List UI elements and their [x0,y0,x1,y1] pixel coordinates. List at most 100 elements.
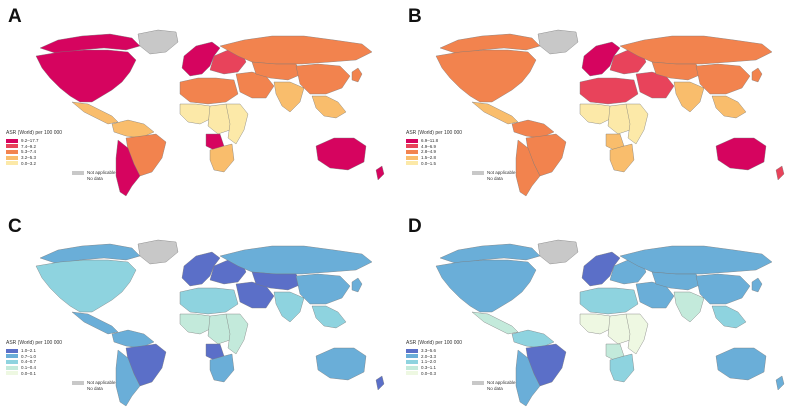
region-centralAsia [251,61,303,81]
legend-label: 2.8–4.9 [421,149,437,155]
region-westAfrica [179,103,213,125]
no-data-swatch [72,176,84,181]
legend-swatch [406,155,418,160]
not-applicable-label: Not applicable [87,380,116,386]
region-middleEast [235,281,275,309]
no-data-swatch [472,386,484,391]
legend-label: 1.5–2.8 [421,155,437,161]
world-map [30,28,392,198]
region-southAfrica [209,353,235,383]
legend-label: 7.4–9.2 [21,143,37,149]
region-southAmericaNorth [111,329,155,349]
region-middleEast [235,71,275,99]
region-southeastAsia [311,305,347,329]
map-panel-c: C ASR (World) per 100 000 1.0–2.1 0.7–1.0… [0,210,400,419]
region-japan [751,67,763,83]
legend-item: 0.3–1.1 [406,365,556,371]
region-southAsia [273,291,305,323]
legend-swatch [406,138,418,143]
region-centralAmerica [71,311,119,335]
region-japan [351,67,363,83]
region-china [295,273,351,305]
legend-swatch [406,161,418,166]
legend-label: 3.3–5.6 [421,348,437,354]
region-eastAfrica [625,103,649,145]
region-australia [715,137,767,171]
region-australia [315,137,367,171]
na-legend: Not applicable No data [472,380,532,391]
panel-letter: D [408,216,422,237]
not-applicable-swatch [72,170,84,175]
not-applicable-swatch [72,380,84,385]
legend-label: 0.1–0.4 [21,365,37,371]
legend-swatch [6,138,18,143]
region-japan [751,277,763,293]
legend-swatch [406,149,418,154]
region-northAfrica [579,77,639,105]
region-northAfrica [579,287,639,315]
legend-swatch [6,354,18,359]
region-southernCone [515,349,541,407]
legend-label: 0.0–1.5 [421,160,437,166]
legend-title: ASR (World) per 100 000 [6,340,63,346]
no-data-label: No data [87,385,103,391]
legend-item: 5.3–7.4 [6,149,156,155]
region-australia [315,347,367,381]
world-map [430,238,792,408]
legend-label: 2.0–3.3 [421,353,437,359]
legend-item: 7.4–9.2 [6,144,156,150]
legend-item: 0.0–3.2 [6,160,156,166]
region-australia [715,347,767,381]
legend-item: 6.9–11.8 [406,138,556,144]
region-northAmerica [435,49,537,103]
region-centralAmerica [471,101,519,125]
region-greenland [537,29,579,55]
region-westAfrica [579,313,613,335]
legend-swatch [406,359,418,364]
region-greenland [137,29,179,55]
not-applicable-swatch [472,170,484,175]
region-middleEast [635,71,675,99]
region-middleEast [635,281,675,309]
legend-item: 2.0–3.3 [406,354,556,360]
legend-swatch [406,348,418,353]
region-southernCone [515,139,541,197]
region-southAmericaNorth [511,329,555,349]
region-china [295,63,351,95]
not-applicable-label: Not applicable [87,170,116,176]
region-southAsia [273,81,305,113]
legend-swatch [6,155,18,160]
legend-item: 3.3–5.6 [406,348,556,354]
legend-item: 1.5–2.8 [406,155,556,161]
legend-item: 0.0–0.3 [406,370,556,376]
region-southAfrica [609,353,635,383]
na-legend: Not applicable No data [72,170,132,181]
region-southAfrica [609,143,635,173]
legend-label: 4.9–6.9 [421,143,437,149]
legend-label: 3.2–5.3 [21,155,37,161]
not-applicable-label: Not applicable [487,170,516,176]
legend-swatch [6,144,18,149]
legend-label: 6.9–11.8 [421,138,439,144]
region-eastAfrica [225,103,249,145]
legend-title: ASR (World) per 100 000 [406,340,463,346]
legend-label: 1.0–2.1 [21,348,37,354]
map-legend: ASR (World) per 100 000 1.0–2.1 0.7–1.0 0.… [6,340,156,391]
not-applicable-swatch [472,380,484,385]
region-greenland [137,239,179,265]
legend-item: 0.4–0.7 [6,359,156,365]
legend-item: 1.1–2.0 [406,359,556,365]
region-eastAfrica [225,313,249,355]
region-southAmericaNorth [111,119,155,139]
region-china [695,63,751,95]
region-centralAmerica [71,101,119,125]
legend-item: 0.0–1.5 [406,160,556,166]
region-newZealand [375,375,385,391]
legend-label: 0.0–0.1 [21,370,37,376]
legend-label: 9.2–17.7 [21,138,39,144]
legend-swatch [6,371,18,376]
legend-item: 1.0–2.1 [6,348,156,354]
region-northAfrica [179,287,239,315]
region-centralAsia [651,61,703,81]
legend-label: 0.7–1.0 [21,353,37,359]
